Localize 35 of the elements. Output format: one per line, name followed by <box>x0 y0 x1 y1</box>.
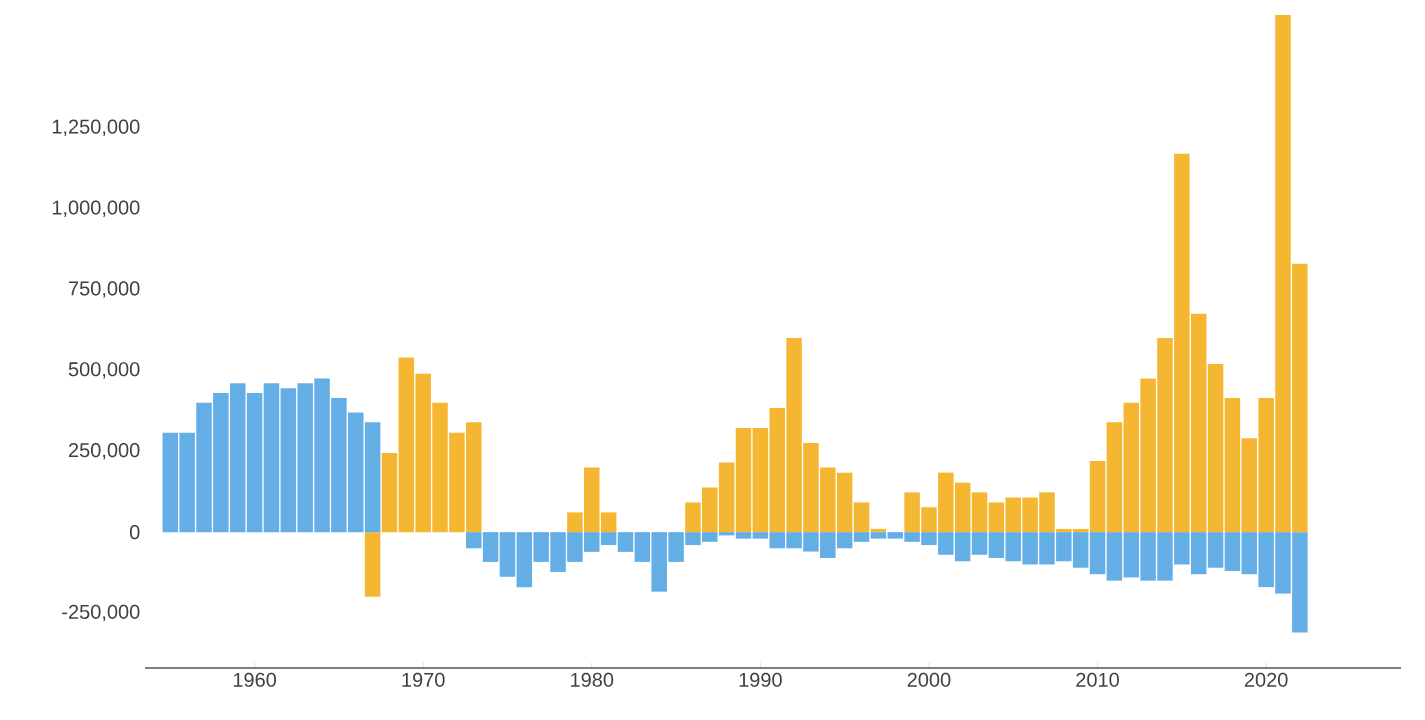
bar <box>381 452 398 533</box>
bar <box>971 532 988 555</box>
bar <box>617 532 634 552</box>
bar <box>1089 532 1106 575</box>
bar <box>1106 422 1123 533</box>
bar <box>1224 532 1241 571</box>
bar <box>1207 532 1224 568</box>
y-tick-label: 1,000,000 <box>52 200 140 217</box>
bar <box>1224 397 1241 533</box>
y-tick-label: 1,250,000 <box>52 119 140 137</box>
bar <box>735 532 752 539</box>
x-tick-label: 2000 <box>907 672 951 687</box>
bar <box>1106 532 1123 581</box>
bar <box>735 428 752 533</box>
bar <box>853 532 870 542</box>
bar <box>246 393 263 533</box>
bar <box>1089 460 1106 533</box>
bar <box>853 502 870 533</box>
x-tick-label: 2010 <box>1076 672 1119 687</box>
bar <box>499 532 516 577</box>
bar <box>870 528 887 533</box>
bar <box>971 492 988 533</box>
x-tick-label: 1990 <box>739 672 782 687</box>
y-tick-label: 0 <box>129 525 140 540</box>
bar <box>263 383 280 533</box>
bar <box>364 532 381 597</box>
y-tick-label: 500,000 <box>68 362 140 379</box>
y-tick-label: 750,000 <box>69 281 140 298</box>
y-tick-label: -250,000 <box>62 604 140 622</box>
x-tick-label: 1960 <box>233 672 277 687</box>
x-tick-label: 2020 <box>1244 672 1288 687</box>
bar <box>1207 363 1224 533</box>
x-tick-label: 1980 <box>571 672 614 687</box>
y-tick-label: 250,000 <box>69 443 140 460</box>
x-tick-label: 1970 <box>402 672 445 687</box>
